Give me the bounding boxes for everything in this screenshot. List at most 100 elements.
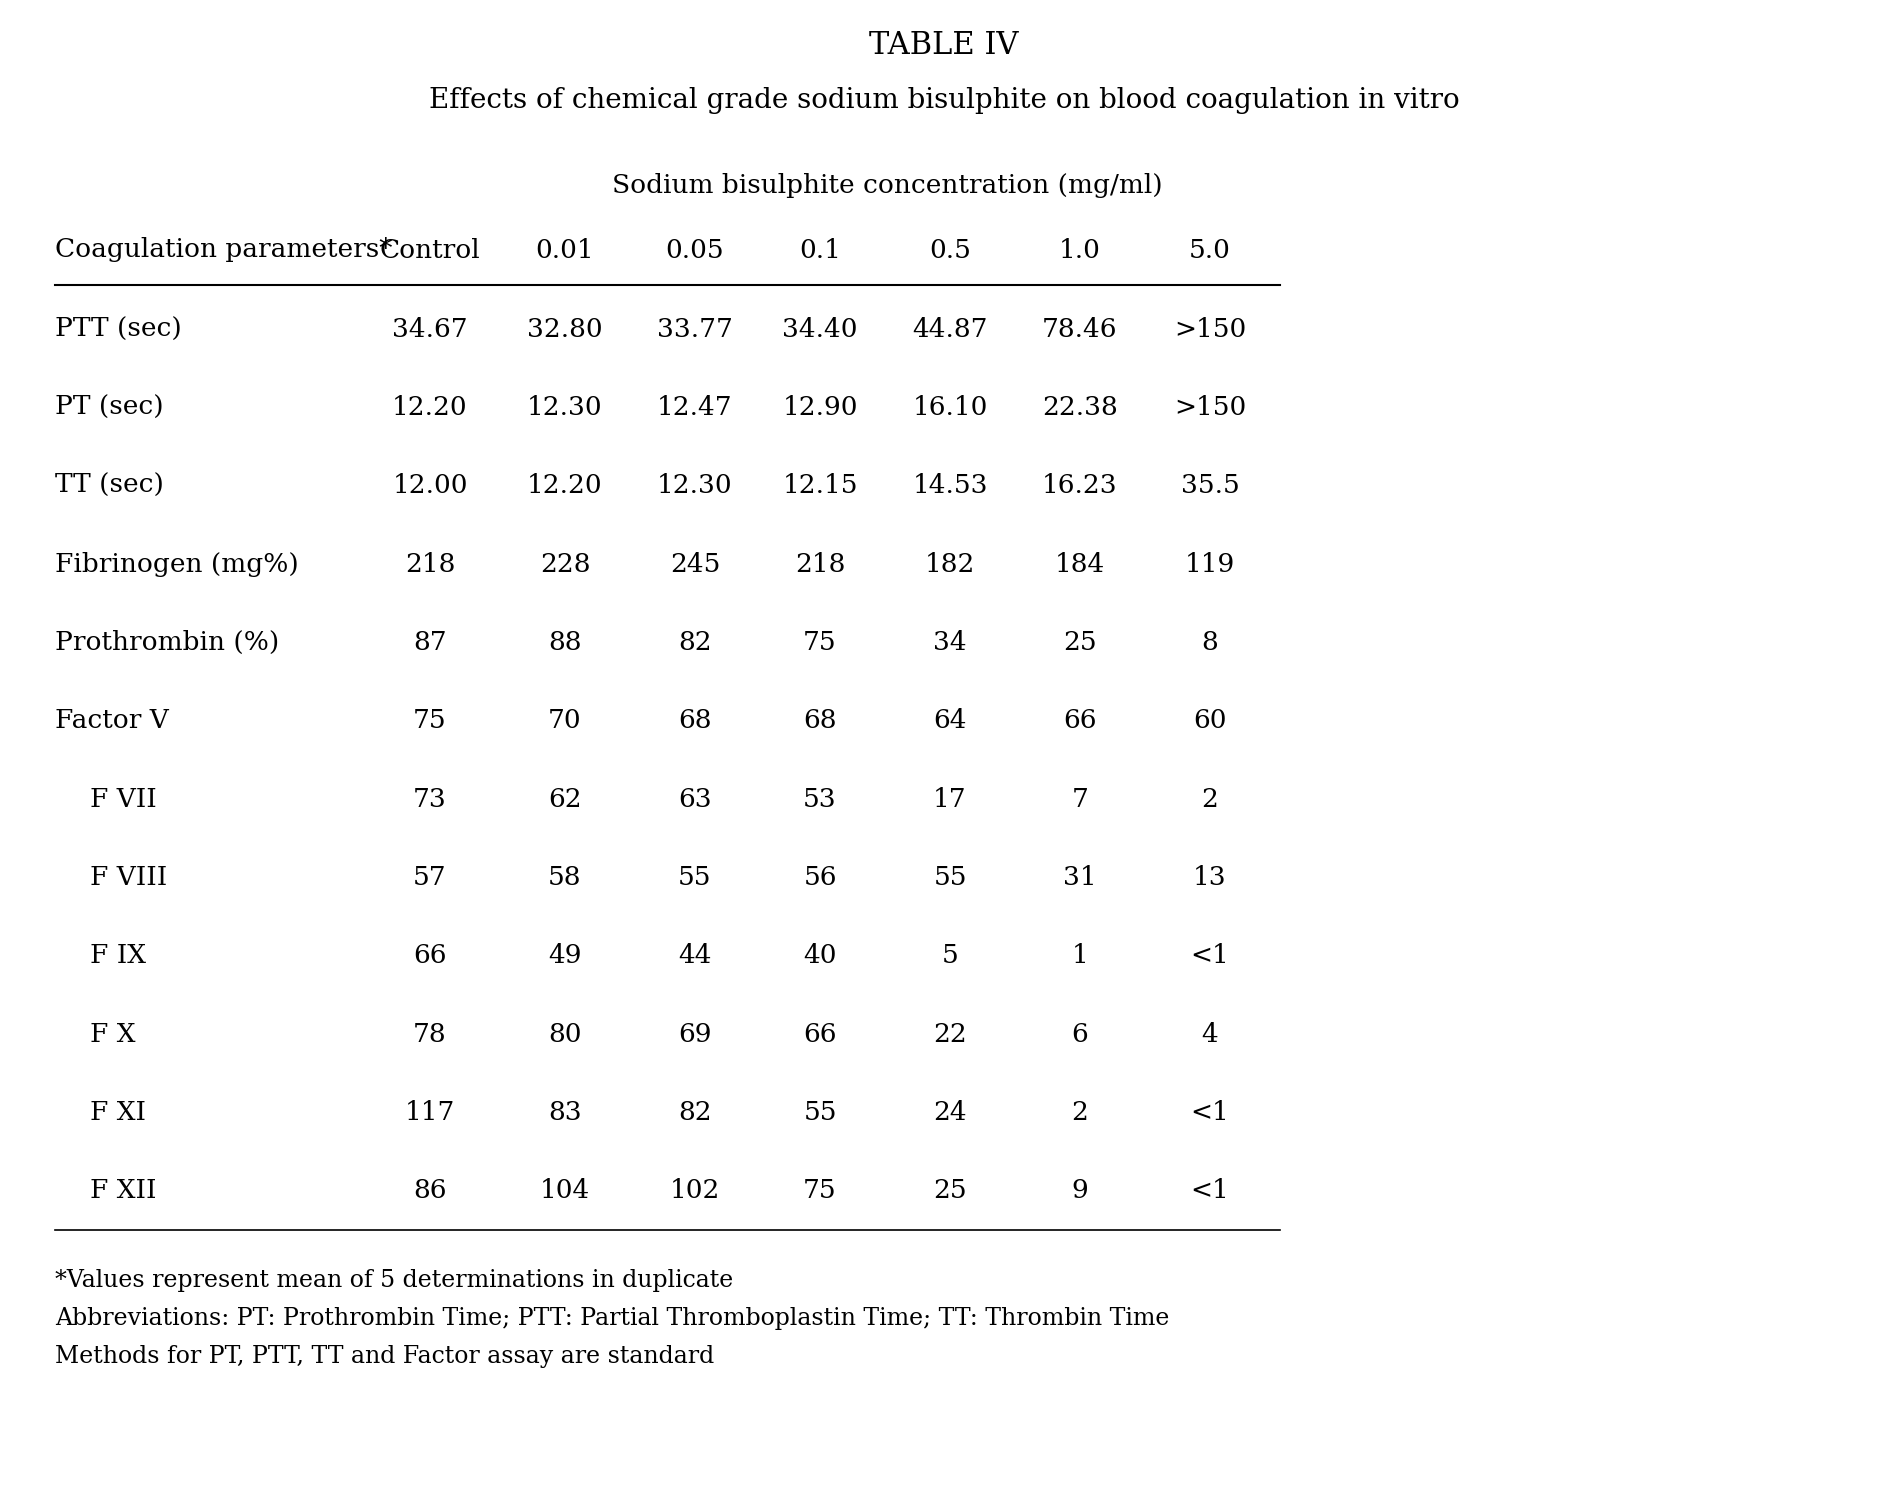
Text: 9: 9 [1072,1178,1087,1204]
Text: F VIII: F VIII [91,865,168,890]
Text: 12.20: 12.20 [393,394,468,420]
Text: 34: 34 [933,629,967,655]
Text: 245: 245 [670,552,719,577]
Text: 25: 25 [1063,629,1097,655]
Text: 78.46: 78.46 [1042,317,1118,342]
Text: 31: 31 [1063,865,1097,890]
Text: 55: 55 [933,865,967,890]
Text: 218: 218 [795,552,846,577]
Text: 57: 57 [413,865,447,890]
Text: 69: 69 [678,1022,712,1046]
Text: 5: 5 [942,943,959,969]
Text: 32.80: 32.80 [527,317,602,342]
Text: 34.40: 34.40 [782,317,857,342]
Text: 12.90: 12.90 [782,394,857,420]
Text: 2: 2 [1072,1100,1089,1125]
Text: 68: 68 [678,708,712,734]
Text: 228: 228 [540,552,591,577]
Text: 44.87: 44.87 [912,317,987,342]
Text: 82: 82 [678,629,712,655]
Text: 218: 218 [404,552,455,577]
Text: 12.15: 12.15 [782,473,857,498]
Text: 55: 55 [678,865,712,890]
Text: Effects of chemical grade sodium bisulphite on blood coagulation in vitro: Effects of chemical grade sodium bisulph… [429,86,1459,113]
Text: 22.38: 22.38 [1042,394,1118,420]
Text: F X: F X [91,1022,136,1046]
Text: 12.20: 12.20 [527,473,602,498]
Text: Control: Control [379,238,480,262]
Text: <1: <1 [1191,1178,1229,1204]
Text: 24: 24 [933,1100,967,1125]
Text: 35.5: 35.5 [1180,473,1239,498]
Text: 14.53: 14.53 [912,473,987,498]
Text: 44: 44 [678,943,712,969]
Text: 25: 25 [933,1178,967,1204]
Text: <1: <1 [1191,943,1229,969]
Text: 88: 88 [548,629,582,655]
Text: 182: 182 [925,552,976,577]
Text: 75: 75 [802,629,836,655]
Text: 1.0: 1.0 [1059,238,1101,262]
Text: 17: 17 [933,787,967,811]
Text: 16.23: 16.23 [1042,473,1118,498]
Text: 7: 7 [1072,787,1089,811]
Text: F XII: F XII [91,1178,157,1204]
Text: 83: 83 [548,1100,582,1125]
Text: 13: 13 [1193,865,1227,890]
Text: 119: 119 [1186,552,1235,577]
Text: 78: 78 [413,1022,447,1046]
Text: 49: 49 [548,943,582,969]
Text: 8: 8 [1201,629,1218,655]
Text: 104: 104 [540,1178,591,1204]
Text: 64: 64 [933,708,967,734]
Text: PTT (sec): PTT (sec) [55,317,181,342]
Text: 34.67: 34.67 [393,317,468,342]
Text: Coagulation parameters*: Coagulation parameters* [55,238,393,262]
Text: Prothrombin (%): Prothrombin (%) [55,629,279,655]
Text: 0.01: 0.01 [536,238,595,262]
Text: F XI: F XI [91,1100,145,1125]
Text: F IX: F IX [91,943,145,969]
Text: 4: 4 [1201,1022,1218,1046]
Text: 2: 2 [1201,787,1218,811]
Text: 33.77: 33.77 [657,317,733,342]
Text: 66: 66 [1063,708,1097,734]
Text: 0.05: 0.05 [666,238,725,262]
Text: <1: <1 [1191,1100,1229,1125]
Text: 16.10: 16.10 [912,394,987,420]
Text: 63: 63 [678,787,712,811]
Text: 102: 102 [670,1178,719,1204]
Text: 0.5: 0.5 [929,238,970,262]
Text: Fibrinogen (mg%): Fibrinogen (mg%) [55,552,298,577]
Text: 184: 184 [1055,552,1104,577]
Text: 56: 56 [802,865,836,890]
Text: 12.30: 12.30 [657,473,733,498]
Text: 60: 60 [1193,708,1227,734]
Text: 12.00: 12.00 [393,473,468,498]
Text: 68: 68 [802,708,836,734]
Text: Factor V: Factor V [55,708,168,734]
Text: 62: 62 [548,787,582,811]
Text: 22: 22 [933,1022,967,1046]
Text: 1: 1 [1072,943,1087,969]
Text: PT (sec): PT (sec) [55,394,164,420]
Text: 12.30: 12.30 [527,394,602,420]
Text: >150: >150 [1174,317,1246,342]
Text: Sodium bisulphite concentration (mg/ml): Sodium bisulphite concentration (mg/ml) [612,173,1163,198]
Text: 87: 87 [413,629,447,655]
Text: 73: 73 [413,787,447,811]
Text: Methods for PT, PTT, TT and Factor assay are standard: Methods for PT, PTT, TT and Factor assay… [55,1345,714,1367]
Text: 66: 66 [413,943,447,969]
Text: 82: 82 [678,1100,712,1125]
Text: 53: 53 [802,787,836,811]
Text: TT (sec): TT (sec) [55,473,164,498]
Text: F VII: F VII [91,787,157,811]
Text: 12.47: 12.47 [657,394,733,420]
Text: 75: 75 [802,1178,836,1204]
Text: 66: 66 [802,1022,836,1046]
Text: 86: 86 [413,1178,447,1204]
Text: *Values represent mean of 5 determinations in duplicate: *Values represent mean of 5 determinatio… [55,1268,733,1292]
Text: Abbreviations: PT: Prothrombin Time; PTT: Partial Thromboplastin Time; TT: Throm: Abbreviations: PT: Prothrombin Time; PTT… [55,1306,1169,1329]
Text: TABLE IV: TABLE IV [868,30,1020,61]
Text: 70: 70 [548,708,582,734]
